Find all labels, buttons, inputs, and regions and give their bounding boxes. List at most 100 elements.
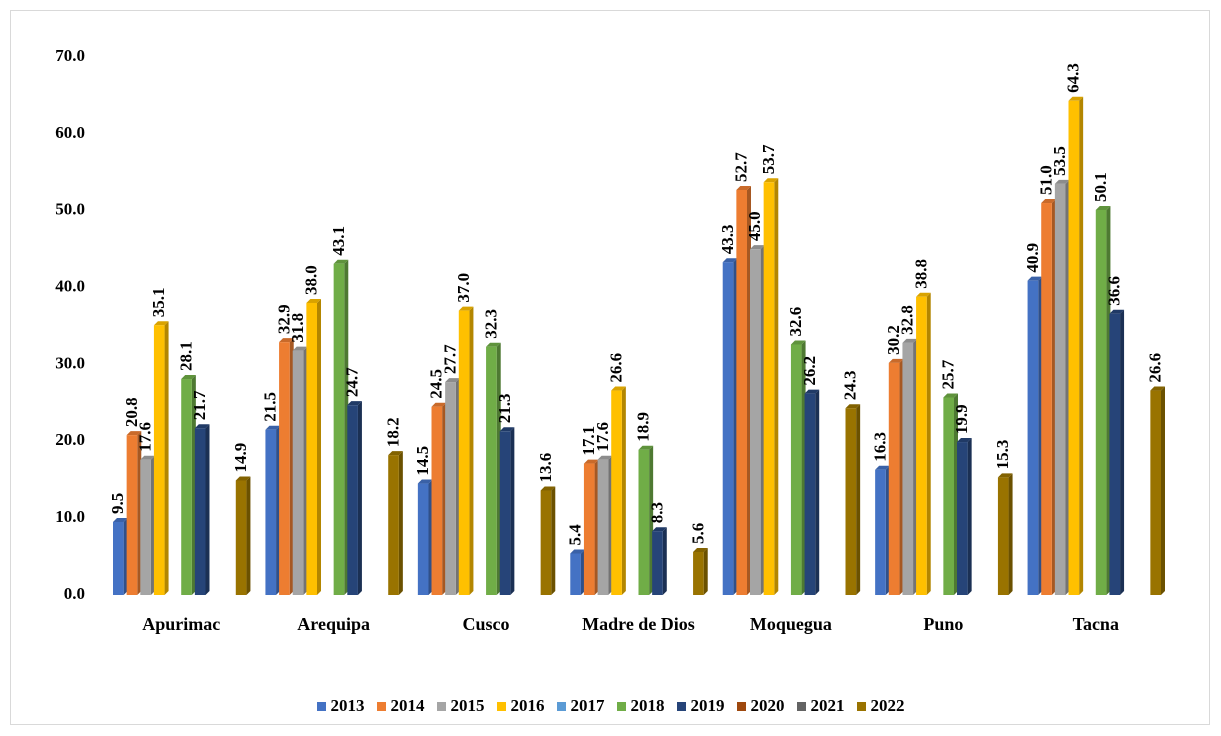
legend-label: 2018 <box>630 696 665 715</box>
bar <box>943 397 954 595</box>
bar-top <box>597 455 613 460</box>
bar-top <box>333 259 349 264</box>
bar <box>113 521 124 595</box>
data-label: 26.6 <box>1146 353 1165 383</box>
data-label: 52.7 <box>732 152 751 182</box>
bar <box>1041 203 1052 595</box>
bar-top <box>750 245 765 250</box>
data-label: 45.0 <box>745 211 764 241</box>
data-label: 25.7 <box>939 359 958 389</box>
bar-top <box>1027 276 1043 281</box>
data-label: 15.3 <box>993 440 1012 470</box>
data-label: 28.1 <box>176 341 195 371</box>
legend-item: 2020 <box>736 696 785 716</box>
bar-top <box>888 358 904 363</box>
bar-top <box>431 402 447 407</box>
legend-label: 2016 <box>510 696 545 715</box>
data-label: 24.5 <box>427 369 446 399</box>
data-label: 21.5 <box>261 392 280 422</box>
bar-side <box>469 306 474 595</box>
bar <box>888 362 900 595</box>
y-tick-label: 40.0 <box>55 276 85 295</box>
legend-swatch <box>316 701 326 711</box>
bar-top <box>388 451 403 456</box>
bar-top <box>486 342 501 347</box>
x-tick-label: Puno <box>923 614 964 634</box>
data-label: 21.3 <box>495 394 514 424</box>
bar-top <box>235 476 251 481</box>
bar <box>292 350 304 595</box>
bar <box>540 490 552 595</box>
bar-top <box>804 389 820 394</box>
legend-item: 2021 <box>796 696 845 716</box>
bar <box>347 405 358 595</box>
bar-top <box>292 346 308 351</box>
bar-top <box>1068 96 1084 101</box>
bar-top <box>499 427 515 432</box>
bar-top <box>902 338 918 343</box>
data-label: 37.0 <box>454 273 473 303</box>
legend-item: 2018 <box>616 696 665 716</box>
legend-item: 2014 <box>376 696 425 716</box>
bar-top <box>652 527 667 532</box>
legend-swatch <box>616 701 626 711</box>
legend-label: 2022 <box>870 696 905 715</box>
data-label: 32.3 <box>481 309 500 339</box>
data-label: 21.7 <box>190 390 209 420</box>
bar-top <box>916 292 931 297</box>
bar-top <box>279 338 294 343</box>
bar-side <box>1008 473 1013 595</box>
legend-label: 2019 <box>690 696 725 715</box>
bar-top <box>181 375 196 380</box>
bar-top <box>1041 199 1056 204</box>
data-label: 16.3 <box>870 432 889 462</box>
data-label: 38.0 <box>302 265 321 295</box>
legend-swatch <box>436 701 446 711</box>
bar <box>1068 100 1080 596</box>
x-tick-label: Apurimac <box>142 614 221 634</box>
bar-side <box>1161 386 1165 595</box>
bar-side <box>967 438 972 595</box>
bar-top <box>583 459 599 464</box>
data-label: 50.1 <box>1091 172 1110 202</box>
data-label: 43.1 <box>329 226 348 256</box>
y-tick-label: 60.0 <box>55 123 85 142</box>
bar <box>1054 183 1066 596</box>
data-label: 64.3 <box>1064 63 1083 93</box>
data-label: 26.2 <box>800 356 819 386</box>
legend-label: 2017 <box>570 696 605 715</box>
legend-label: 2013 <box>330 696 365 715</box>
data-label: 20.8 <box>122 397 141 427</box>
bar-side <box>551 486 556 595</box>
data-label: 38.8 <box>911 259 930 289</box>
bar <box>431 406 443 595</box>
legend-swatch <box>856 701 866 711</box>
bar <box>265 429 277 595</box>
bar-top <box>1095 205 1111 210</box>
bar <box>235 480 247 595</box>
y-tick-label: 20.0 <box>55 430 85 449</box>
bar <box>417 483 429 595</box>
data-label: 18.9 <box>634 412 653 442</box>
bar <box>790 344 802 595</box>
bar <box>763 182 775 595</box>
chart-frame <box>10 10 1210 725</box>
bar <box>1150 390 1161 595</box>
data-label: 17.1 <box>579 426 598 456</box>
data-label: 24.3 <box>841 370 860 400</box>
bar <box>638 449 650 595</box>
bar <box>722 262 734 595</box>
data-label: 53.7 <box>759 144 778 174</box>
bar <box>458 310 470 595</box>
data-label: 32.6 <box>786 307 805 337</box>
legend-swatch <box>676 701 686 711</box>
data-label: 32.8 <box>898 305 917 335</box>
bar-side <box>1120 309 1125 595</box>
bar-side <box>246 476 251 595</box>
bar <box>957 442 968 595</box>
bar-side <box>621 386 626 595</box>
bar <box>804 393 816 595</box>
bar <box>845 408 857 595</box>
